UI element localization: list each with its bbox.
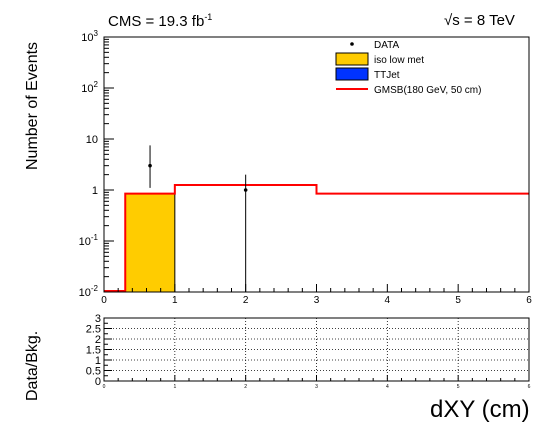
legend-label: GMSB(180 GeV, 50 cm): [374, 85, 481, 96]
legend-entry: DATA: [350, 40, 400, 51]
upper-y-tick-label: 10-2: [79, 284, 99, 299]
legend-swatch: [335, 67, 369, 81]
lower-x-tick-label: 0: [103, 384, 106, 390]
legend-label: TTJet: [374, 70, 400, 81]
upper-x-tick-label: 6: [526, 295, 532, 306]
lower-x-tick-label: 3: [315, 384, 318, 390]
upper-y-tick-label: 1: [92, 185, 98, 197]
legend-swatch: [335, 52, 369, 66]
upper-x-tick-label: 2: [243, 295, 249, 306]
cms-lumi-exponent: -1: [204, 12, 213, 22]
upper-x-tick-label: 5: [455, 295, 461, 306]
legend-label: DATA: [374, 40, 400, 51]
energy-value: = 8 TeV: [459, 12, 515, 29]
legend-marker-data: [350, 42, 354, 46]
upper-x-tick-label: 3: [314, 295, 320, 306]
energy-sqrt-s: √s: [444, 12, 460, 29]
legend-entry: GMSB(180 GeV, 50 cm): [336, 85, 481, 96]
upper-x-tick-label: 4: [385, 295, 391, 306]
lower-x-tick-label: 2: [244, 384, 247, 390]
energy-label: √s = 8 TeV: [444, 12, 515, 29]
data-point: [243, 188, 248, 192]
cms-lumi-text: CMS = 19.3 fb: [108, 13, 205, 30]
data-point: [148, 163, 152, 168]
legend-label: iso low met: [374, 55, 424, 66]
legend-entry: TTJet: [335, 67, 400, 81]
lower-y-tick-label: 2: [95, 334, 101, 346]
x-axis-title: dXY (cm): [430, 396, 530, 423]
signal-step-line: [104, 184, 529, 292]
upper-y-tick-label: 10: [86, 134, 98, 146]
lower-x-tick-label: 6: [528, 384, 531, 390]
upper-y-tick-label: 10-1: [79, 233, 99, 248]
lower-y-tick-label: 1: [95, 355, 101, 367]
cms-label: CMS = 19.3 fb-1: [108, 12, 212, 30]
upper-y-tick-label: 102: [81, 80, 98, 95]
upper-x-tick-label: 0: [101, 295, 107, 306]
lower-y-tick-label: 0.5: [86, 366, 101, 378]
lower-y-tick-label: 0: [95, 376, 101, 388]
upper-y-axis-title: Number of Events: [24, 41, 41, 170]
lower-x-tick-label: 4: [386, 384, 389, 390]
upper-x-tick-label: 1: [172, 295, 178, 306]
lower-x-tick-label: 5: [457, 384, 460, 390]
lower-x-tick-label: 1: [173, 384, 176, 390]
upper-y-tick-label: 103: [81, 29, 98, 44]
bkg-histogram-bar: [124, 193, 176, 293]
lower-y-axis-title: Data/Bkg.: [24, 330, 41, 401]
lower-y-tick-label: 1.5: [86, 345, 101, 357]
legend-entry: iso low met: [335, 52, 424, 66]
lower-y-tick-label: 3: [95, 313, 101, 325]
lower-y-tick-label: 2.5: [86, 324, 101, 336]
